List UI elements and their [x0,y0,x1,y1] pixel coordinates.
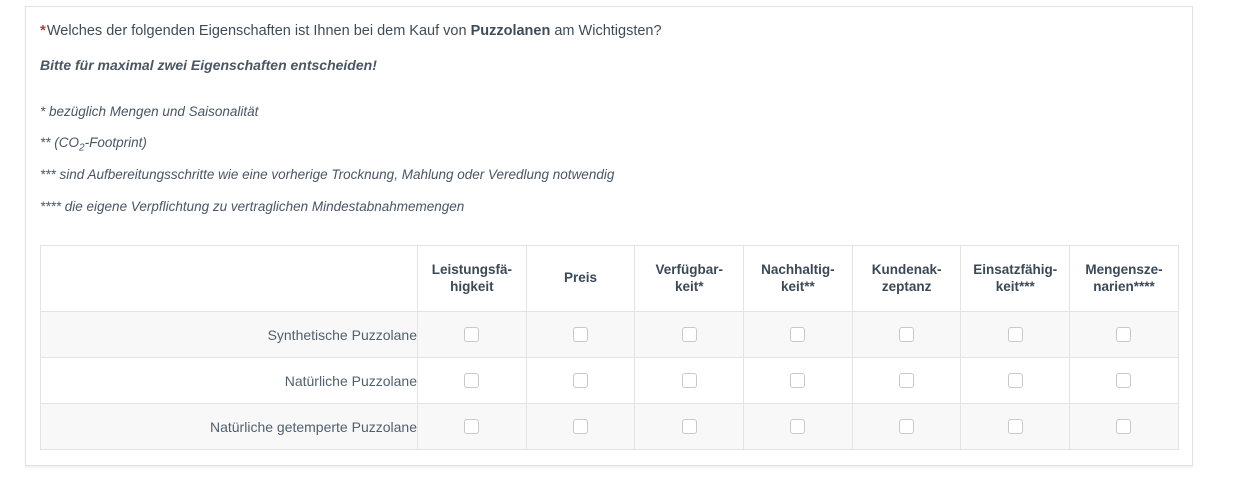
checkbox[interactable] [1007,419,1023,435]
cell-natuerliche-mengenszenarien[interactable] [1069,357,1179,405]
cell-getemperte-mengenszenarien[interactable] [1069,403,1179,451]
checkbox[interactable] [1007,373,1023,389]
row-label-natuerliche-puzzolane: Natürliche Puzzolane [40,357,418,405]
cell-natuerliche-kundenakzeptanz[interactable] [851,357,962,405]
checkbox[interactable] [573,373,589,389]
cell-getemperte-leistungsfaehigkeit[interactable] [417,403,527,451]
footnote-item-co2: ** (CO2-Footprint) [40,135,1176,155]
matrix-question-table: Leistungsfä-higkeit Preis Verfügbar-keit… [40,245,1179,451]
footnote-co2-prefix: ** (CO [40,135,80,151]
cell-synthetische-kundenakzeptanz[interactable] [851,311,962,359]
cell-natuerliche-preis[interactable] [525,357,636,405]
cell-synthetische-mengenszenarien[interactable] [1069,311,1179,359]
cell-getemperte-einsatzfaehigkeit[interactable] [960,403,1071,451]
row-label-synthetische-puzzolane: Synthetische Puzzolane [40,311,418,359]
cell-natuerliche-einsatzfaehigkeit[interactable] [960,357,1071,405]
question-bold-term: Puzzolanen [470,23,551,39]
table-row: Natürliche getemperte Puzzolane [40,403,1179,451]
matrix-header-row-group: Leistungsfä-higkeit Preis Verfügbar-keit… [40,245,1179,313]
question-title: *Welches der folgenden Eigenschaften ist… [40,21,1176,42]
cell-getemperte-nachhaltigkeit[interactable] [743,403,853,451]
checkbox[interactable] [681,373,697,389]
footnote-item: **** die eigene Verpflichtung zu vertrag… [40,199,465,215]
matrix-corner-cell [40,245,418,313]
checkbox[interactable] [464,419,480,435]
question-instruction: Bitte für maximal zwei Eigenschaften ent… [40,56,377,73]
table-row: Natürliche Puzzolane [40,357,1179,405]
checkbox[interactable] [1116,419,1132,435]
footnote-co2-subscript: 2 [79,143,85,155]
column-header-mengenszenarien: Mengensze-narien**** [1069,245,1179,313]
required-asterisk-icon: * [40,22,46,39]
question-text-before: Welches der folgenden Eigenschaften ist … [46,23,471,39]
cell-synthetische-einsatzfaehigkeit[interactable] [960,311,1071,359]
checkbox[interactable] [899,373,915,389]
matrix-header-row: Leistungsfä-higkeit Preis Verfügbar-keit… [40,245,1179,313]
column-header-leistungsfaehigkeit: Leistungsfä-higkeit [417,245,527,313]
footnote-list: * bezüglich Mengen und Saisonalität ** (… [40,104,1176,216]
row-label-natuerliche-getemperte-puzzolane: Natürliche getemperte Puzzolane [40,403,418,451]
matrix-body: Synthetische Puzzolane Natürliche Puzzol… [40,311,1179,451]
checkbox[interactable] [464,327,480,343]
panel-content: *Welches der folgenden Eigenschaften ist… [26,7,1192,451]
cell-natuerliche-nachhaltigkeit[interactable] [743,357,853,405]
checkbox[interactable] [681,327,697,343]
column-header-nachhaltigkeit: Nachhaltig-keit** [743,245,853,313]
checkbox[interactable] [681,419,697,435]
matrix-question-table-wrapper: Leistungsfä-higkeit Preis Verfügbar-keit… [40,245,1179,451]
cell-getemperte-preis[interactable] [525,403,636,451]
checkbox[interactable] [790,327,806,343]
cell-synthetische-nachhaltigkeit[interactable] [743,311,853,359]
column-header-verfuegbarkeit: Verfügbar-keit* [634,245,745,313]
cell-synthetische-verfuegbarkeit[interactable] [634,311,745,359]
checkbox[interactable] [899,327,915,343]
checkbox[interactable] [1116,373,1132,389]
column-header-preis: Preis [525,245,636,313]
checkbox[interactable] [899,419,915,435]
column-header-kundenakzeptanz: Kundenak-zeptanz [851,245,962,313]
cell-natuerliche-verfuegbarkeit[interactable] [634,357,745,405]
survey-question-panel: *Welches der folgenden Eigenschaften ist… [25,6,1193,466]
question-text-after: am Wichtigsten? [550,23,662,39]
table-row: Synthetische Puzzolane [40,311,1179,359]
checkbox[interactable] [790,373,806,389]
cell-getemperte-kundenakzeptanz[interactable] [851,403,962,451]
checkbox[interactable] [1007,327,1023,343]
cell-getemperte-verfuegbarkeit[interactable] [634,403,745,451]
checkbox[interactable] [573,327,589,343]
checkbox[interactable] [573,419,589,435]
checkbox[interactable] [464,373,480,389]
column-header-einsatzfaehigkeit: Einsatzfähig-keit*** [960,245,1071,313]
footnote-co2-suffix: -Footprint) [84,135,147,151]
checkbox[interactable] [1116,327,1132,343]
cell-synthetische-preis[interactable] [525,311,636,359]
cell-natuerliche-leistungsfaehigkeit[interactable] [417,357,527,405]
footnote-item: * bezüglich Mengen und Saisonalität [40,103,259,119]
cell-synthetische-leistungsfaehigkeit[interactable] [417,311,527,359]
checkbox[interactable] [790,419,806,435]
footnote-item: *** sind Aufbereitungsschritte wie eine … [40,167,615,183]
